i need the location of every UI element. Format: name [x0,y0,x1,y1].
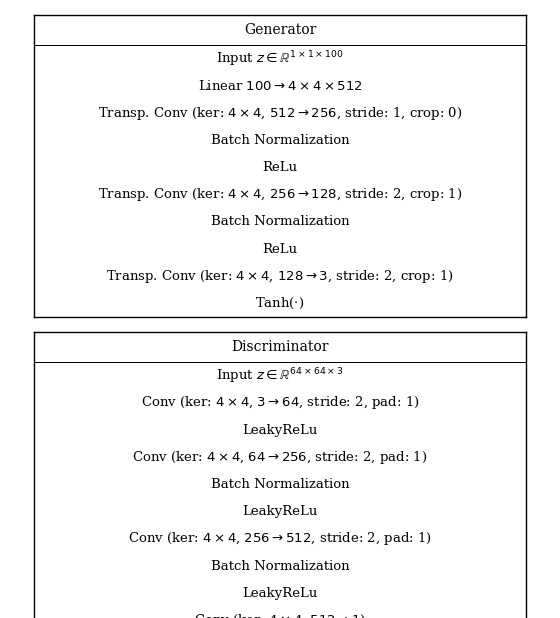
Text: Discriminator: Discriminator [231,341,329,354]
Text: Batch Normalization: Batch Normalization [211,133,349,147]
Text: ReLu: ReLu [263,161,297,174]
Text: LeakyReLu: LeakyReLu [242,505,318,519]
Text: LeakyReLu: LeakyReLu [242,586,318,600]
Text: ReLu: ReLu [263,242,297,256]
Text: Input $z \in \mathbb{R}^{1\times1\times100}$: Input $z \in \mathbb{R}^{1\times1\times1… [216,49,344,69]
Text: Batch Normalization: Batch Normalization [211,559,349,573]
Text: Conv (ker: $4 \times 4$, $64 \rightarrow 256$, stride: 2, pad: 1): Conv (ker: $4 \times 4$, $64 \rightarrow… [132,449,428,466]
Text: Transp. Conv (ker: $4 \times 4$, $256 \rightarrow 128$, stride: 2, crop: 1): Transp. Conv (ker: $4 \times 4$, $256 \r… [98,186,462,203]
Text: Batch Normalization: Batch Normalization [211,215,349,229]
Text: Transp. Conv (ker: $4 \times 4$, $128 \rightarrow 3$, stride: 2, crop: 1): Transp. Conv (ker: $4 \times 4$, $128 \r… [106,268,454,285]
Text: Tanh($\cdot$): Tanh($\cdot$) [255,296,305,311]
Text: Batch Normalization: Batch Normalization [211,478,349,491]
Text: LeakyReLu: LeakyReLu [242,423,318,437]
Text: Linear $100 \rightarrow 4 \times 4 \times 512$: Linear $100 \rightarrow 4 \times 4 \time… [198,79,362,93]
Text: Input $z \in \mathbb{R}^{64\times64\times3}$: Input $z \in \mathbb{R}^{64\times64\time… [216,366,344,386]
Text: Generator: Generator [244,23,316,37]
Text: Conv (ker: $4 \times 4$, $256 \rightarrow 512$, stride: 2, pad: 1): Conv (ker: $4 \times 4$, $256 \rightarro… [128,530,432,548]
Text: Transp. Conv (ker: $4 \times 4$, $512 \rightarrow 256$, stride: 1, crop: 0): Transp. Conv (ker: $4 \times 4$, $512 \r… [98,104,462,122]
Text: Conv (ker: $4 \times 4$, $3 \rightarrow 64$, stride: 2, pad: 1): Conv (ker: $4 \times 4$, $3 \rightarrow … [141,394,419,412]
Text: Conv (ker: $4 \times 4$, $512 \rightarrow 1$): Conv (ker: $4 \times 4$, $512 \rightarro… [194,612,366,618]
